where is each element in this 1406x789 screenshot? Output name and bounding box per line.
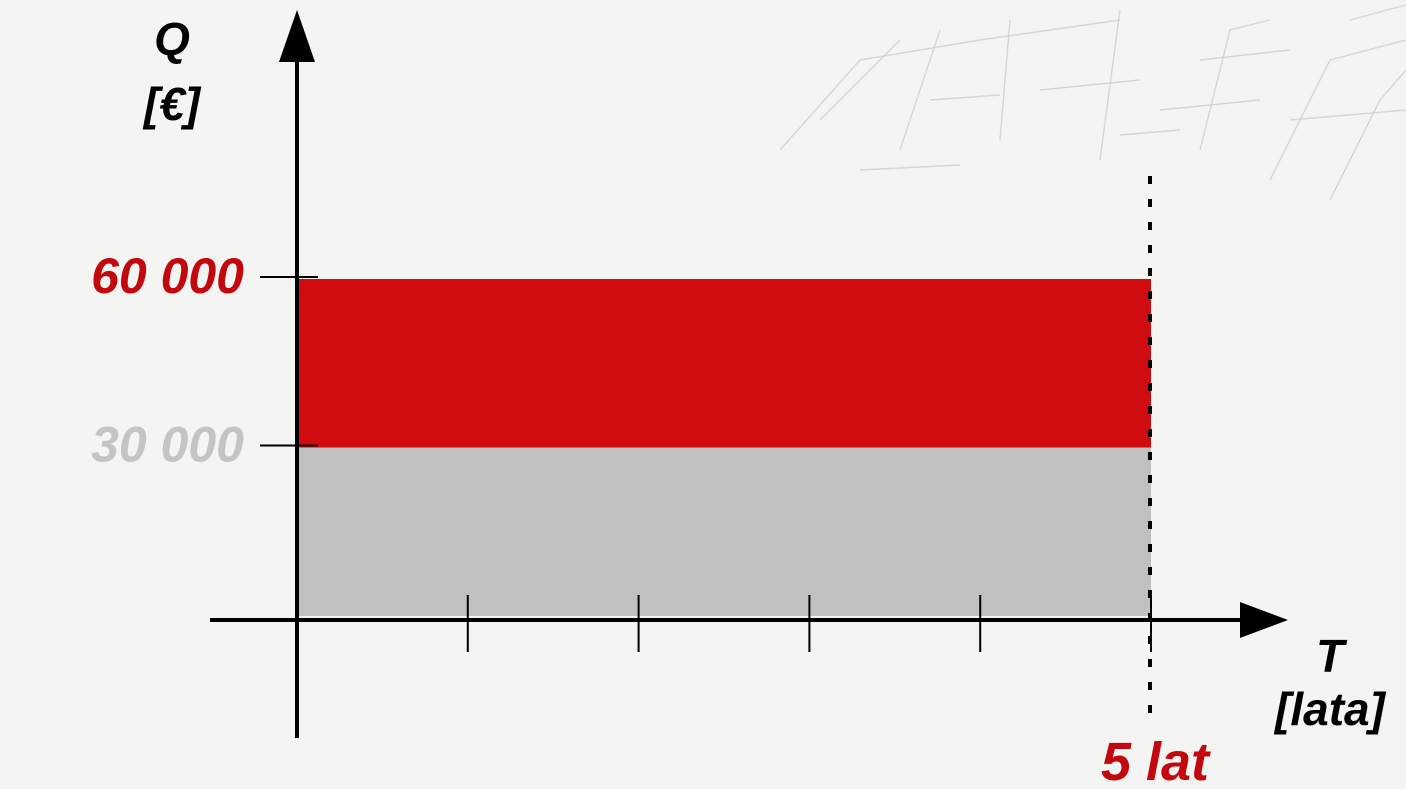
sketch-background (779, 4, 1406, 201)
sketch-stroke (999, 19, 1011, 141)
sketch-stroke (899, 29, 941, 151)
sketch-stroke (1199, 19, 1271, 151)
y-axis-unit: [€] (142, 78, 202, 130)
y-tick-label: 60 000 (91, 248, 244, 304)
sketch-stroke (929, 94, 1001, 101)
x-axis-unit: [lata] (1273, 683, 1387, 735)
axes: 30 000 60 000 5 lat (91, 10, 1288, 789)
sketch-stroke (1349, 4, 1406, 21)
sketch-stroke (819, 39, 901, 121)
y-tick-label: 30 000 (91, 417, 244, 473)
x-axis-arrowhead (1240, 602, 1288, 638)
sketch-stroke (1199, 49, 1291, 61)
area-band-2 (297, 279, 1151, 448)
sketch-stroke (859, 164, 961, 171)
sketch-stroke (1269, 39, 1406, 181)
y-axis-arrowhead (279, 10, 315, 62)
sketch-stroke (779, 19, 1121, 151)
sketch-stroke (1159, 99, 1261, 111)
area-band-1 (297, 447, 1151, 616)
y-axis-label: Q (154, 13, 190, 65)
sketch-stroke (1289, 109, 1406, 121)
sketch-stroke (1119, 129, 1181, 136)
sketch-stroke (1329, 69, 1406, 201)
labels: Q [€] T [lata] (142, 13, 1387, 735)
annotation-label: 5 lat (1101, 732, 1211, 784)
sketch-stroke (1039, 79, 1141, 91)
x-axis-label: T (1316, 630, 1348, 682)
sketch-stroke (1099, 9, 1121, 161)
area-series (297, 279, 1151, 616)
